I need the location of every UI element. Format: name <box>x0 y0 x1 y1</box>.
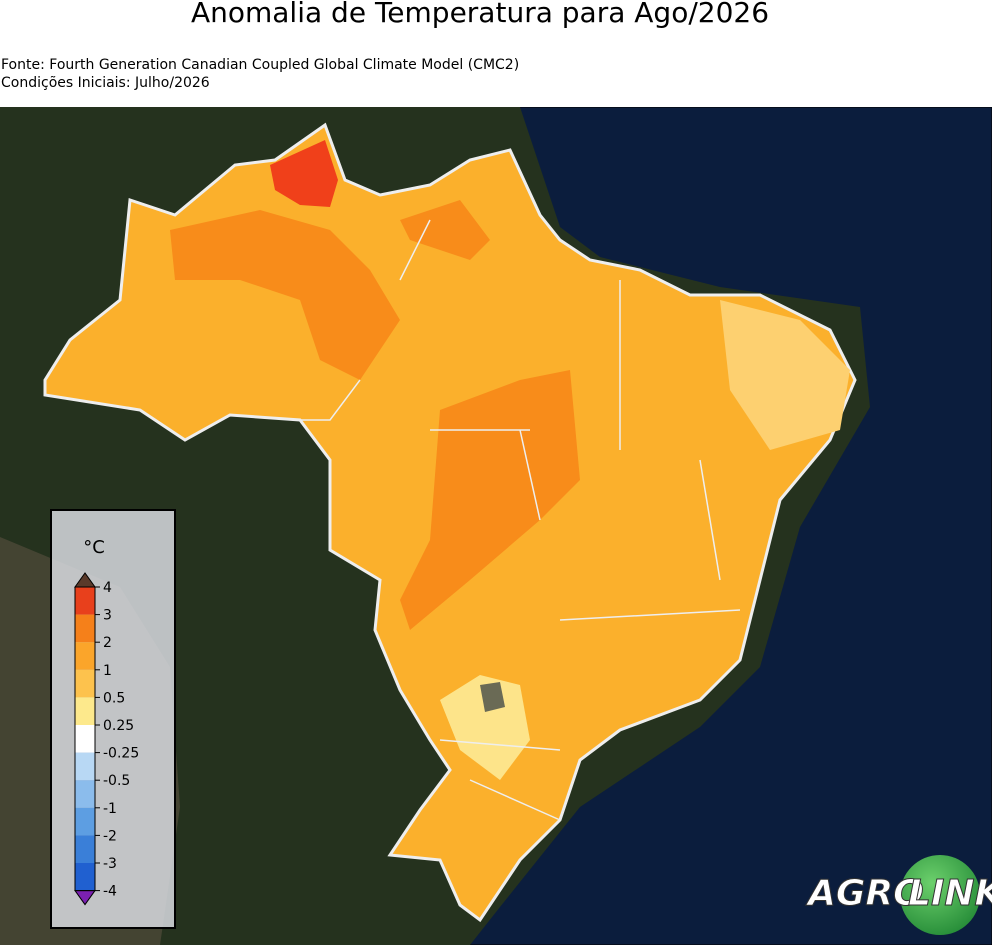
colorbar-segment <box>75 697 95 725</box>
colorbar-outline <box>74 586 96 892</box>
colorbar-panel <box>50 509 176 929</box>
colorbar-tick-label: -1 <box>103 801 117 817</box>
mild-area <box>720 300 850 450</box>
colorbar-tick-label: 3 <box>103 608 112 624</box>
colorbar-segment <box>75 835 95 863</box>
warm-area <box>400 370 580 630</box>
colorbar: 4 3 2 1 0.5 0.25 -0.25 -0.5 -1 -2 -3 -4 <box>74 572 139 906</box>
colorbar-tick-label: -0.5 <box>103 773 130 789</box>
source: Fonte: Fourth Generation Canadian Couple… <box>1 57 520 73</box>
colorbar-segment <box>75 614 95 643</box>
colorbar-segment <box>75 863 95 891</box>
colorbar-segment <box>75 807 95 836</box>
colorbar-tick-label: -3 <box>103 856 117 872</box>
colorbar-segment <box>75 642 95 670</box>
logo-right: LINK <box>907 873 992 915</box>
cool-spot <box>480 682 505 712</box>
colorbar-tick-label: 0.25 <box>103 718 134 734</box>
colorbar-segment <box>75 725 95 753</box>
mild-area <box>440 675 530 780</box>
colorbar-tick-label: -2 <box>103 828 117 844</box>
logo-circle <box>900 855 980 935</box>
logo-left: AGRO <box>808 873 925 915</box>
colorbar-tick-label: 0.5 <box>103 690 125 706</box>
unit: °C <box>83 537 105 558</box>
warm-area <box>170 210 400 380</box>
colorbar-tick-label: -0.25 <box>103 746 139 762</box>
state-borders <box>300 219 741 821</box>
warm-area <box>400 200 490 260</box>
initial-conditions: Condições Iniciais: Julho/2026 <box>1 75 210 91</box>
hot-area <box>270 140 338 207</box>
colorbar-tick-label: 1 <box>103 663 112 679</box>
colorbar-tick-label: 2 <box>103 635 112 651</box>
colorbar-segment <box>75 587 95 615</box>
colorbar-tick-label: 4 <box>103 580 112 596</box>
colorbar-segment <box>75 752 95 781</box>
colorbar-tick-label: -4 <box>103 884 117 900</box>
title: Anomalia de Temperatura para Ago/2026 <box>190 0 770 29</box>
logo: AGRO LINK <box>808 855 992 935</box>
colorbar-segment <box>75 669 95 698</box>
colorbar-box: °C 4 3 2 1 0.5 0.25 -0.25 -0.5 -1 -2 -3 -4 <box>50 509 176 929</box>
colorbar-segment <box>75 780 95 808</box>
map <box>0 107 992 945</box>
